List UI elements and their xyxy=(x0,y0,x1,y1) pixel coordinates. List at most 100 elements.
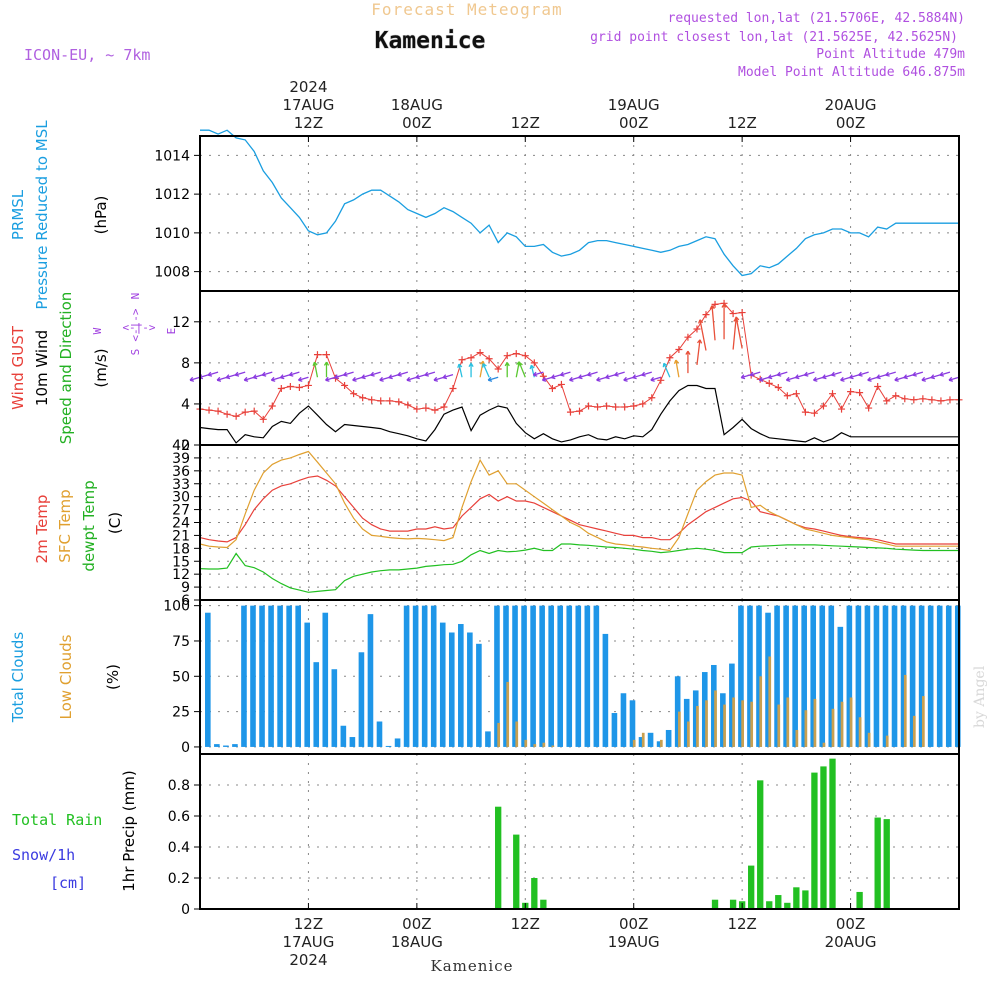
rain-bar xyxy=(775,895,782,909)
total-cloud-bar xyxy=(882,605,889,747)
time-label-bottom: 20AUG xyxy=(825,933,877,951)
y-tick-label: 27 xyxy=(172,503,190,519)
total-cloud-bar xyxy=(584,605,591,747)
gust-marker xyxy=(304,381,312,389)
total-cloud-bar xyxy=(846,605,853,747)
wind-direction-arrow xyxy=(912,371,924,377)
total-cloud-bar xyxy=(810,605,817,747)
wind-direction-arrow xyxy=(504,362,510,378)
total-cloud-bar xyxy=(340,725,347,747)
wind-direction-arrow xyxy=(388,374,399,380)
rain-bar xyxy=(711,899,719,909)
total-cloud-bar xyxy=(476,643,482,747)
wind-gust-label: Wind GUST xyxy=(9,325,27,410)
gust-marker xyxy=(530,359,538,367)
low-cloud-bar xyxy=(506,681,510,747)
total-cloud-bar xyxy=(430,605,437,747)
total-cloud-bar xyxy=(864,605,871,747)
total-cloud-bar xyxy=(720,693,726,747)
total-cloud-bar xyxy=(403,605,410,747)
wind-direction-arrow xyxy=(279,374,291,380)
gust-marker xyxy=(413,405,421,413)
total-cloud-bar xyxy=(385,745,392,747)
total-cloud-bar xyxy=(557,605,564,747)
low-cloud-bar xyxy=(795,729,799,747)
wind-direction-arrow xyxy=(457,363,463,378)
low-cloud-bar xyxy=(632,739,636,747)
gust-marker xyxy=(639,400,647,408)
wind-speed-dir-label: Speed and Direction xyxy=(57,292,75,445)
y-tick-label: 1014 xyxy=(154,148,190,164)
gust-marker xyxy=(313,351,321,359)
wind-direction-arrow xyxy=(685,350,691,374)
wind-10m-label: 10m Wind xyxy=(33,330,51,406)
total-cloud-bar xyxy=(394,738,401,747)
gust-marker xyxy=(205,406,213,414)
time-label-bottom: 12Z xyxy=(511,915,540,933)
low-cloud-bar xyxy=(768,656,772,747)
total-cloud-bar xyxy=(656,741,663,747)
total-cloud-bar xyxy=(927,605,934,747)
pressure-label-1: PRMSL xyxy=(9,189,27,240)
wind-direction-arrow xyxy=(541,376,553,382)
panel-frame xyxy=(199,753,960,910)
y-tick-label: 21 xyxy=(172,528,190,544)
wind-direction-arrow xyxy=(334,374,345,380)
snow-label: Snow/1h xyxy=(12,846,75,864)
wind-direction-arrow xyxy=(234,371,246,377)
time-label-bottom: 12Z xyxy=(294,915,323,933)
total-cloud-bar xyxy=(729,663,735,747)
wind-direction-arrow xyxy=(650,376,662,382)
total-cloud-bar xyxy=(629,700,636,747)
gust-marker xyxy=(819,402,827,410)
low-cloud-bar xyxy=(714,690,717,747)
time-label-top: 00Z xyxy=(402,114,431,132)
total-cloud-bar xyxy=(521,605,527,747)
total-cloud-bar xyxy=(286,605,292,747)
low-cloud-bar xyxy=(678,711,681,747)
low-cloud-bar xyxy=(533,744,537,747)
total-cloud-bar xyxy=(566,605,573,747)
y-tick-label: 12 xyxy=(172,315,190,331)
compass-rose: N W E S <-|-> <-|-> xyxy=(91,293,178,356)
total-cloud-bar xyxy=(765,612,771,747)
total-cloud-bar xyxy=(801,605,807,747)
wind-direction-arrow xyxy=(578,374,589,380)
super-title: Forecast Meteogram xyxy=(371,0,562,19)
total-cloud-bar xyxy=(304,622,311,747)
low-cloud-bar xyxy=(804,710,808,747)
y-tick-label: 18 xyxy=(172,541,190,557)
wind-direction-arrow xyxy=(415,374,427,380)
gust-marker xyxy=(657,376,665,384)
time-label-bottom: 17AUG xyxy=(282,933,334,951)
wind-direction-arrow xyxy=(225,374,237,380)
wind-direction-arrow xyxy=(623,376,634,382)
wind-direction-arrow xyxy=(518,361,526,378)
gust-marker xyxy=(286,382,294,390)
gust-marker xyxy=(485,355,493,363)
gust-marker xyxy=(440,403,448,411)
wind-direction-arrow xyxy=(858,371,869,377)
total-cloud-bar xyxy=(602,633,609,747)
compass-arrows-we: <-|-> xyxy=(122,321,155,334)
gust-marker xyxy=(594,403,602,411)
compass-west: W xyxy=(91,327,104,334)
gust-marker xyxy=(648,394,656,402)
wind-direction-arrow xyxy=(641,371,652,377)
total-cloud-bar xyxy=(223,745,229,747)
time-label-top: 00Z xyxy=(836,114,865,132)
rain-bar xyxy=(874,817,881,909)
y-tick-label: 42 xyxy=(172,438,190,454)
gust-marker xyxy=(892,392,900,400)
gust-marker xyxy=(395,398,403,406)
wind-direction-arrow xyxy=(709,305,716,341)
wind-direction-arrow xyxy=(939,371,951,377)
total-cloud-bar xyxy=(620,693,627,747)
low-clouds-label: Low Clouds xyxy=(57,634,75,719)
time-label-top: 2024 xyxy=(289,78,327,96)
time-label-top: 12Z xyxy=(294,114,323,132)
credit: by Angel xyxy=(972,665,988,728)
wind-direction-arrow xyxy=(352,376,363,382)
wind-direction-arrow xyxy=(379,376,390,382)
temp-2m-label: 2m Temp xyxy=(33,495,51,564)
